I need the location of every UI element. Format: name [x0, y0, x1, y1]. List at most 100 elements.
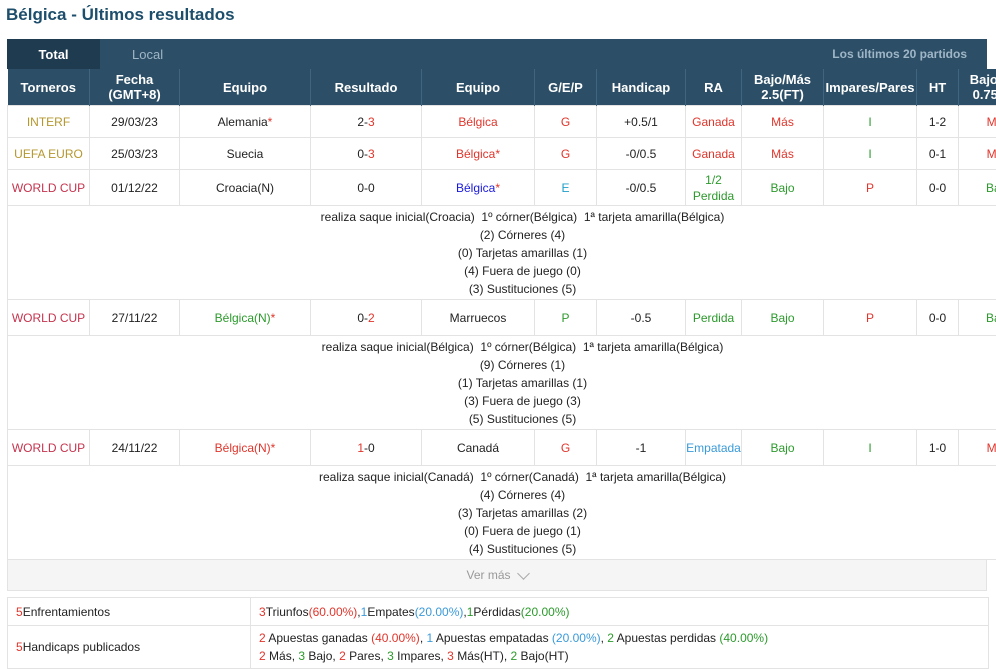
home-team-link[interactable]: Bélgica(N) — [215, 311, 271, 325]
detail-line: (2) Córneres (4) — [8, 226, 996, 244]
odd-even-cell: I — [824, 106, 917, 138]
detail-line: realiza saque inicial(Bélgica) 1º córner… — [8, 338, 996, 356]
column-header: Equipo — [180, 69, 311, 106]
detail-line: realiza saque inicial(Canadá) 1º córner(… — [8, 468, 996, 486]
away-team-link[interactable]: Bélgica — [456, 181, 495, 195]
detail-line: realiza saque inicial(Croacia) 1º córner… — [8, 208, 996, 226]
tab-local[interactable]: Local — [132, 47, 163, 62]
match-date: 24/11/22 — [112, 441, 158, 455]
home-team-link[interactable]: Croacia(N) — [216, 181, 274, 195]
result-letter: E — [561, 181, 569, 195]
ra-cell: Ganada — [686, 138, 742, 170]
match-date: 27/11/22 — [112, 311, 158, 325]
over-under-075: Más — [987, 115, 996, 129]
away-team-link[interactable]: Marruecos — [450, 311, 507, 325]
detail-line: (5) Sustituciones (5) — [8, 410, 996, 428]
score-cell[interactable]: 0-2 — [311, 300, 422, 336]
tournament-cell: WORLD CUP — [8, 170, 90, 206]
tournament-link[interactable]: INTERF — [27, 115, 70, 129]
summary-part: Apuestas ganadas — [266, 631, 371, 645]
summary-part: 1 — [467, 603, 474, 621]
tournament-link[interactable]: WORLD CUP — [12, 181, 85, 195]
match-details: realiza saque inicial(Canadá) 1º córner(… — [8, 466, 996, 560]
score-away: 3 — [368, 115, 375, 129]
away-team-cell: Bélgica* — [422, 170, 535, 206]
date-cell: 29/03/23 — [90, 106, 180, 138]
summary-part: (40.00%) — [371, 631, 420, 645]
match-date: 29/03/23 — [111, 115, 158, 129]
odd-even-cell: P — [824, 170, 917, 206]
ht-score: 1-2 — [929, 115, 946, 129]
tab-bar: Total Local Los últimos 20 partidos — [7, 39, 987, 69]
score-cell[interactable]: 0-0 — [311, 170, 422, 206]
away-team-link[interactable]: Bélgica — [456, 147, 495, 161]
ht-cell: 0-1 — [917, 138, 959, 170]
ht-score: 0-0 — [929, 311, 946, 325]
tab-total[interactable]: Total — [7, 39, 100, 69]
detail-line: (1) Tarjetas amarillas (1) — [8, 374, 996, 392]
home-team-link[interactable]: Suecia — [227, 147, 264, 161]
page-title: Bélgica - Últimos resultados — [6, 5, 235, 25]
column-header: RA — [686, 69, 742, 106]
summary-part: (20.00%) — [521, 603, 570, 621]
odd-even: I — [868, 115, 871, 129]
odd-even: I — [868, 147, 871, 161]
ra-cell: Empatada — [686, 430, 742, 466]
ht-score: 0-1 — [929, 147, 946, 161]
result-letter: P — [561, 311, 569, 325]
date-cell: 01/12/22 — [90, 170, 180, 206]
summary-label-text: Handicaps publicados — [23, 640, 140, 654]
summary-part: Impares, — [394, 649, 447, 663]
summary-count: 5 — [16, 605, 23, 619]
summary-label: 5 Enfrentamientos — [8, 598, 251, 625]
handicap-value: -0/0.5 — [626, 181, 657, 195]
tournament-link[interactable]: WORLD CUP — [12, 441, 85, 455]
odd-even-cell: P — [824, 300, 917, 336]
score-cell[interactable]: 2-3 — [311, 106, 422, 138]
ou075-cell: Más — [959, 106, 996, 138]
odd-even: I — [868, 441, 871, 455]
tournament-cell: WORLD CUP — [8, 430, 90, 466]
detail-line: (4) Sustituciones (5) — [8, 540, 996, 558]
score-cell[interactable]: 0-3 — [311, 138, 422, 170]
see-more-button[interactable]: Ver más — [7, 560, 987, 591]
tournament-cell: UEFA EURO — [8, 138, 90, 170]
match-details-row: realiza saque inicial(Bélgica) 1º córner… — [8, 336, 996, 430]
ra-value: Empatada — [686, 441, 741, 455]
over-under-075: Bajo — [986, 181, 996, 195]
score-home: 0 — [357, 181, 364, 195]
away-team-link[interactable]: Canadá — [457, 441, 499, 455]
score-home: 2 — [357, 115, 364, 129]
away-team-link[interactable]: Bélgica — [458, 115, 497, 129]
score-home: 0 — [357, 311, 364, 325]
summary-part: Apuestas perdidas — [614, 631, 719, 645]
tournament-link[interactable]: UEFA EURO — [14, 147, 83, 161]
summary-value: 2 Apuestas ganadas (40.00%), 1 Apuestas … — [251, 626, 776, 668]
ou25-cell: Bajo — [742, 170, 824, 206]
over-under-25: Bajo — [770, 311, 794, 325]
home-team-link[interactable]: Bélgica(N) — [215, 441, 271, 455]
handicap-cell: -0.5 — [597, 300, 686, 336]
neutral-marker: * — [268, 115, 273, 129]
column-header: Resultado — [311, 69, 422, 106]
last-20-selector[interactable]: Los últimos 20 partidos — [832, 47, 967, 61]
column-header: Impares/Pares — [824, 69, 917, 106]
handicap-cell: +0.5/1 — [597, 106, 686, 138]
match-details: realiza saque inicial(Bélgica) 1º córner… — [8, 336, 996, 430]
score-cell[interactable]: 1-0 — [311, 430, 422, 466]
results-panel: Total Local Los últimos 20 partidos Torn… — [7, 39, 987, 669]
ht-cell: 0-0 — [917, 300, 959, 336]
home-team-link[interactable]: Alemania — [218, 115, 268, 129]
summary-row-matches: 5 Enfrentamientos 3 Triunfos (60.00%), 1… — [8, 598, 988, 626]
date-cell: 27/11/22 — [90, 300, 180, 336]
summary-part: 2 — [339, 649, 346, 663]
summary-part: Empates — [367, 603, 414, 621]
gep-cell: P — [535, 300, 597, 336]
chevron-down-icon — [517, 567, 530, 580]
summary-part: Más(HT), — [454, 649, 511, 663]
tournament-link[interactable]: WORLD CUP — [12, 311, 85, 325]
ou25-cell: Bajo — [742, 300, 824, 336]
summary-part: Pares, — [346, 649, 387, 663]
